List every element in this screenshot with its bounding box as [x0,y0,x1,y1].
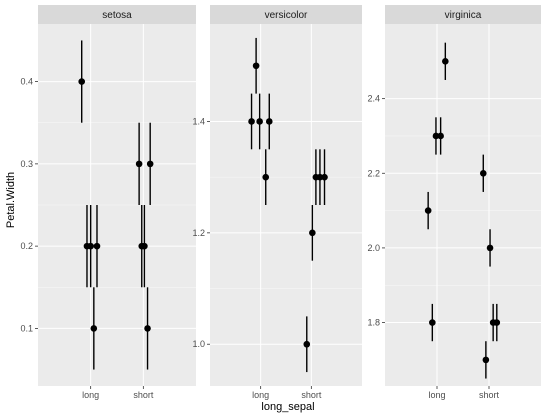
data-point [146,160,154,168]
data-point [437,132,444,140]
facet-strip-label: setosa [102,10,132,21]
data-point [135,160,143,168]
x-tick-label: long [428,390,445,400]
y-tick-label: 1.0 [192,339,205,349]
y-tick-label: 0.3 [20,159,33,169]
y-tick-label: 0.4 [20,77,33,87]
panels: setosa 0.1 0.2 0.3 0.4 long short versicolor 1.0… [20,5,541,400]
data-point [424,207,432,214]
data-point [256,118,263,125]
data-point [479,169,487,177]
x-tick-label: long [82,390,99,400]
x-tick-label: short [133,390,154,400]
y-tick-label: 0.2 [20,241,33,251]
y-tick-label: 2.4 [367,94,380,104]
data-point [303,340,311,348]
data-point [486,244,494,252]
data-point [316,173,324,181]
data-point [429,319,436,326]
data-point [309,229,316,237]
facet-strip [210,5,362,24]
facet-panel-setosa: setosa 0.1 0.2 0.3 0.4 long short [20,5,196,400]
data-point [90,325,98,332]
data-point [144,325,151,332]
x-tick-label: short [301,390,322,400]
data-point [141,242,148,250]
panel-background [210,24,362,386]
data-point [93,242,101,250]
y-tick-label: 1.4 [192,116,205,126]
x-tick-label: short [479,390,500,400]
data-point [265,118,273,125]
panel-background [385,24,541,386]
y-tick-label: 0.1 [20,323,33,333]
y-tick-label: 2.2 [367,168,380,178]
y-tick-label: 2.0 [367,243,380,253]
x-axis-title: long_sepal [261,401,314,413]
facet-strip [385,5,541,24]
facet-strip-label: versicolor [265,10,308,21]
data-point [87,242,94,250]
y-axis-title: Petal.Width [5,172,17,228]
data-point [248,118,255,125]
facet-strip-label: virginica [445,10,482,21]
data-point [321,173,328,181]
facet-panel-versicolor: versicolor 1.0 1.2 1.4 long short [192,5,362,400]
data-point [78,78,86,85]
data-point [432,132,440,140]
data-point [482,356,490,364]
y-tick-label: 1.2 [192,228,205,238]
data-point [252,62,260,70]
data-point [442,58,449,65]
data-point [493,319,501,326]
data-point [262,173,270,181]
x-tick-label: long [252,390,269,400]
y-tick-label: 1.8 [367,318,380,328]
facet-strip [38,5,196,24]
facet-panel-virginica: virginica 1.8 2.0 2.2 2.4 long short [367,5,541,400]
